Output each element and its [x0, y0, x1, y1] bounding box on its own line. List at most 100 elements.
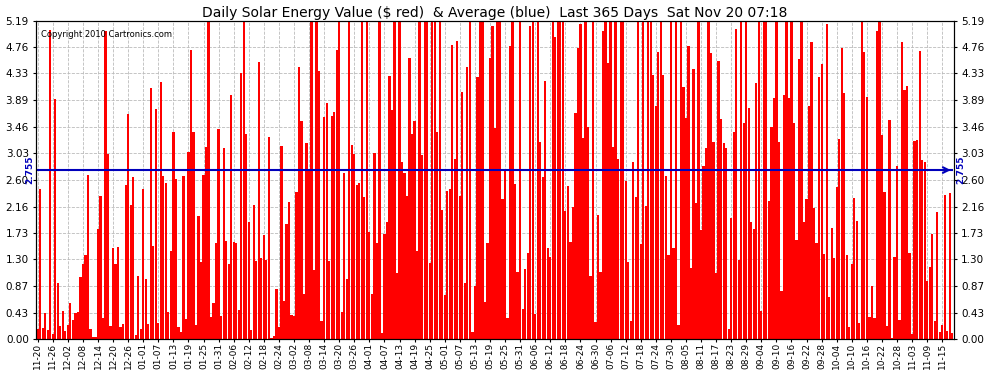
Bar — [275, 289, 277, 339]
Bar — [308, 169, 310, 339]
Bar — [537, 21, 539, 339]
Bar — [909, 254, 911, 339]
Bar — [167, 312, 169, 339]
Bar — [898, 320, 901, 339]
Bar — [853, 198, 855, 339]
Bar — [77, 312, 79, 339]
Bar — [316, 21, 318, 339]
Bar — [66, 325, 69, 339]
Bar — [728, 330, 730, 339]
Bar — [599, 272, 602, 339]
Bar — [934, 321, 936, 339]
Bar — [82, 264, 84, 339]
Bar — [649, 21, 651, 339]
Bar — [130, 205, 132, 339]
Bar — [148, 324, 149, 339]
Bar — [682, 87, 684, 339]
Bar — [484, 302, 486, 339]
Bar — [647, 21, 649, 339]
Bar — [785, 21, 788, 339]
Bar — [37, 329, 39, 339]
Bar — [252, 205, 254, 339]
Bar — [715, 273, 717, 339]
Bar — [326, 104, 328, 339]
Bar — [280, 146, 282, 339]
Bar — [939, 332, 940, 339]
Bar — [793, 123, 795, 339]
Bar — [331, 116, 333, 339]
Bar — [813, 208, 815, 339]
Bar — [710, 53, 712, 339]
Bar — [250, 330, 252, 339]
Bar — [285, 224, 287, 339]
Bar — [373, 153, 375, 339]
Bar — [540, 142, 542, 339]
Bar — [572, 207, 574, 339]
Bar — [747, 108, 749, 339]
Bar — [720, 119, 723, 339]
Bar — [690, 268, 692, 339]
Bar — [411, 134, 413, 339]
Bar — [140, 329, 142, 339]
Bar — [672, 248, 674, 339]
Bar — [210, 317, 212, 339]
Bar — [610, 21, 612, 339]
Bar — [187, 152, 190, 339]
Bar — [888, 120, 891, 339]
Bar — [56, 283, 59, 339]
Bar — [556, 21, 559, 339]
Bar — [612, 147, 614, 339]
Bar — [474, 286, 476, 339]
Bar — [313, 270, 315, 339]
Bar — [788, 98, 790, 339]
Bar — [762, 21, 765, 339]
Bar — [348, 21, 350, 339]
Bar — [773, 98, 775, 339]
Bar — [512, 21, 514, 339]
Bar — [760, 311, 762, 339]
Bar — [45, 313, 47, 339]
Bar — [409, 58, 411, 339]
Bar — [858, 323, 860, 339]
Bar — [662, 75, 664, 339]
Bar — [733, 132, 735, 339]
Bar — [363, 197, 365, 339]
Bar — [617, 159, 620, 339]
Bar — [233, 242, 235, 339]
Bar — [122, 324, 125, 339]
Bar — [886, 326, 888, 339]
Bar — [808, 106, 810, 339]
Bar — [848, 327, 850, 339]
Bar — [238, 310, 240, 339]
Bar — [135, 335, 137, 339]
Bar — [260, 258, 262, 339]
Bar — [89, 329, 92, 339]
Bar — [300, 122, 303, 339]
Bar — [436, 132, 439, 339]
Bar — [630, 321, 632, 339]
Bar — [507, 318, 509, 339]
Bar — [770, 127, 772, 339]
Bar — [587, 127, 589, 339]
Bar — [202, 175, 205, 339]
Bar — [750, 222, 752, 339]
Bar — [476, 77, 478, 339]
Bar — [625, 181, 627, 339]
Bar — [622, 21, 625, 339]
Bar — [152, 246, 154, 339]
Bar — [697, 21, 700, 339]
Bar — [429, 263, 431, 339]
Bar — [120, 327, 122, 339]
Bar — [780, 291, 782, 339]
Bar — [638, 21, 640, 339]
Bar — [644, 206, 646, 339]
Bar — [99, 196, 102, 339]
Bar — [383, 234, 385, 339]
Bar — [241, 73, 243, 339]
Bar — [172, 132, 174, 339]
Bar — [951, 333, 953, 339]
Bar — [215, 243, 217, 339]
Bar — [177, 327, 179, 339]
Bar — [517, 272, 519, 339]
Bar — [448, 189, 450, 339]
